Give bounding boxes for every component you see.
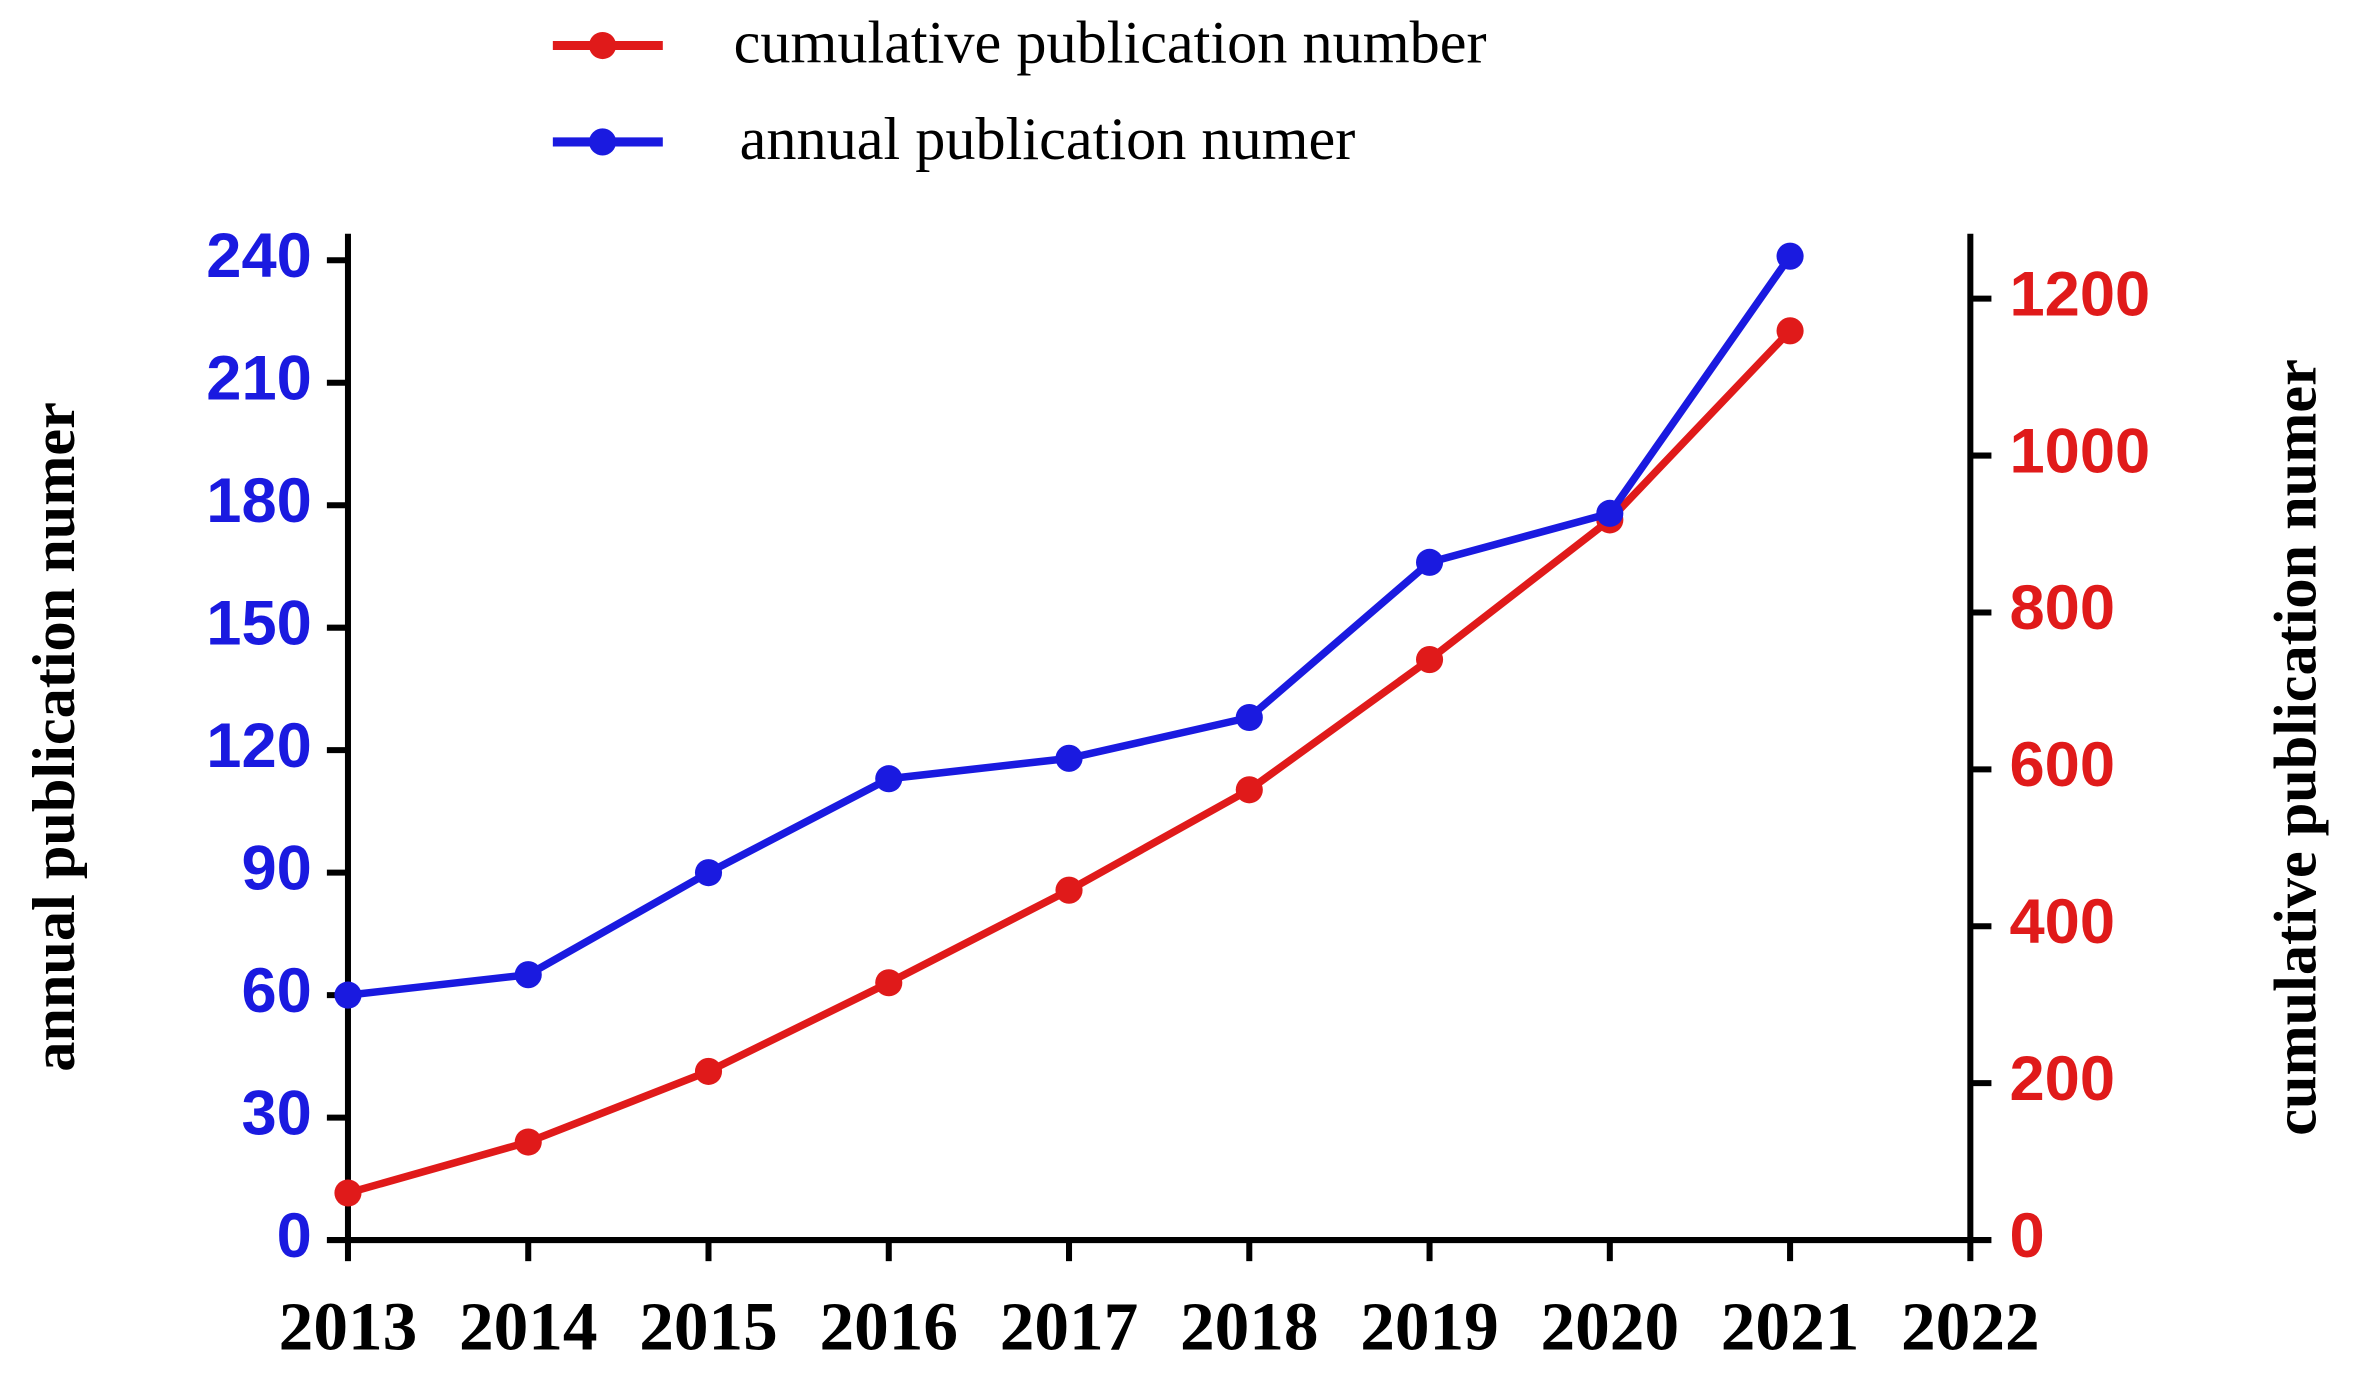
data-point [1415,645,1444,674]
y2-tick-label: 600 [2010,730,2116,800]
data-point [334,1179,362,1207]
data-point [334,981,362,1009]
y-tick-label: 120 [206,711,312,781]
data-point [1776,242,1804,270]
data-point [1055,744,1083,772]
y-tick-label: 150 [206,588,312,658]
y2-tick-label: 1000 [2010,416,2151,486]
x-tick-label: 2022 [1901,1287,2040,1364]
y-tick-label: 90 [241,833,311,903]
legend-marker [588,31,617,60]
y2-axis-title: cumulative publication numer [2263,359,2330,1136]
data-point [1235,776,1263,804]
data-point [875,969,903,997]
y2-tick-label: 0 [2010,1201,2045,1271]
x-tick-label: 2017 [1000,1287,1139,1364]
x-tick-label: 2016 [819,1287,958,1364]
y-tick-label: 240 [206,221,312,291]
y2-tick-label: 1200 [2010,259,2151,329]
legend-label: cumulative publication number [734,9,1487,76]
data-point [875,765,903,793]
x-tick-label: 2015 [639,1287,778,1364]
y-axis-title: annual publication numer [21,402,88,1072]
data-point [1596,499,1624,527]
y-tick-label: 210 [206,343,312,413]
y-tick-label: 0 [277,1201,312,1271]
y2-tick-label: 400 [2010,887,2116,957]
y-tick-label: 60 [241,956,311,1026]
x-tick-label: 2021 [1721,1287,1860,1364]
data-point [1776,317,1804,345]
x-tick-label: 2018 [1180,1287,1319,1364]
y2-tick-label: 200 [2010,1044,2116,1114]
data-point [1235,703,1263,732]
x-tick-label: 2014 [459,1287,598,1364]
x-tick-label: 2019 [1360,1287,1499,1364]
x-tick-label: 2013 [279,1287,418,1364]
data-point [1415,548,1444,576]
data-point [694,1057,723,1085]
legend-label: annual publication numer [740,106,1356,173]
data-point [694,859,723,887]
x-tick-label: 2020 [1541,1287,1680,1364]
y-tick-label: 30 [241,1078,311,1148]
y2-tick-label: 800 [2010,573,2116,643]
legend-marker [588,128,617,156]
data-point [1055,876,1083,904]
data-point [514,1128,542,1156]
data-point [514,961,542,989]
y-tick-label: 180 [206,466,312,536]
